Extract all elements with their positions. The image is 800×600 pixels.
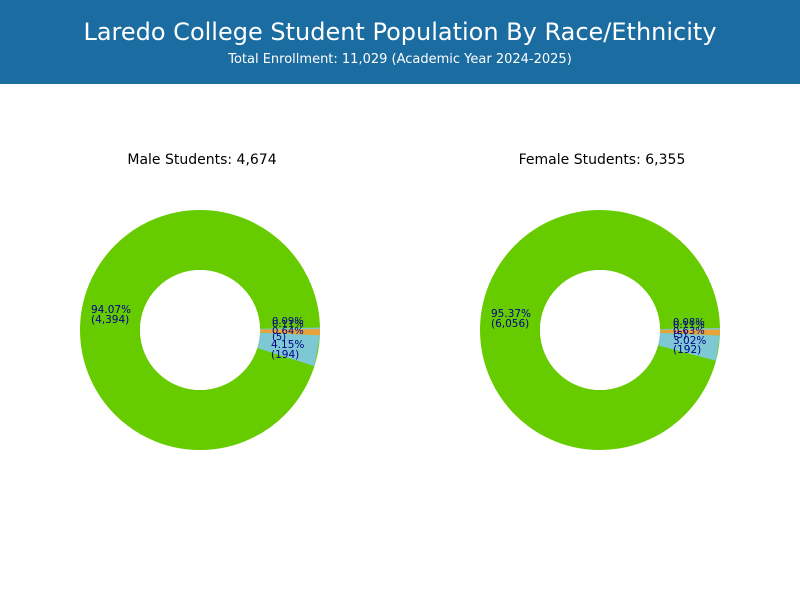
svg-text:(5): (5): [673, 330, 687, 341]
svg-text:0.63%: 0.63%: [673, 326, 705, 337]
female-label-hispanic-pct: 95.37%: [491, 308, 531, 320]
male-label-hispanic-count: (4,394): [91, 314, 129, 326]
chart-subtitle: Total Enrollment: 11,029 (Academic Year …: [228, 52, 572, 67]
male-donut: 94.07% (4,394) 0.09% 0.11% 0.64% (5) 4.1…: [80, 210, 320, 450]
male-label-white-count: (194): [271, 349, 299, 361]
svg-text:0.11%: 0.11%: [272, 319, 304, 330]
male-slice-small: [260, 327, 320, 330]
svg-text:0.11%: 0.11%: [673, 320, 705, 331]
female-chart-title: Female Students: 6,355: [518, 152, 686, 168]
female-label-hispanic-count: (6,056): [491, 318, 529, 330]
chart-title: Laredo College Student Population By Rac…: [83, 18, 717, 46]
female-label-white-pct: 3.02%: [673, 335, 706, 347]
male-slice-white: [257, 332, 320, 367]
male-label-white-pct: 4.15%: [271, 339, 304, 351]
female-slice-small: [660, 328, 720, 330]
female-slice-other: [659, 329, 720, 336]
chart-header: Laredo College Student Population By Rac…: [0, 0, 800, 84]
female-donut: 95.37% (6,056) 0.08% 0.11% 0.63% (5) 3.0…: [480, 210, 720, 450]
male-chart-title: Male Students: 4,674: [127, 152, 277, 168]
svg-text:0.64%: 0.64%: [272, 326, 304, 337]
female-slice-white: [658, 332, 720, 361]
male-slice-other: [259, 329, 320, 336]
svg-text:(5): (5): [272, 332, 286, 343]
male-label-hispanic-pct: 94.07%: [91, 304, 131, 316]
svg-text:0.09%: 0.09%: [272, 316, 304, 327]
svg-text:0.08%: 0.08%: [673, 317, 705, 328]
female-label-white-count: (192): [673, 344, 701, 356]
